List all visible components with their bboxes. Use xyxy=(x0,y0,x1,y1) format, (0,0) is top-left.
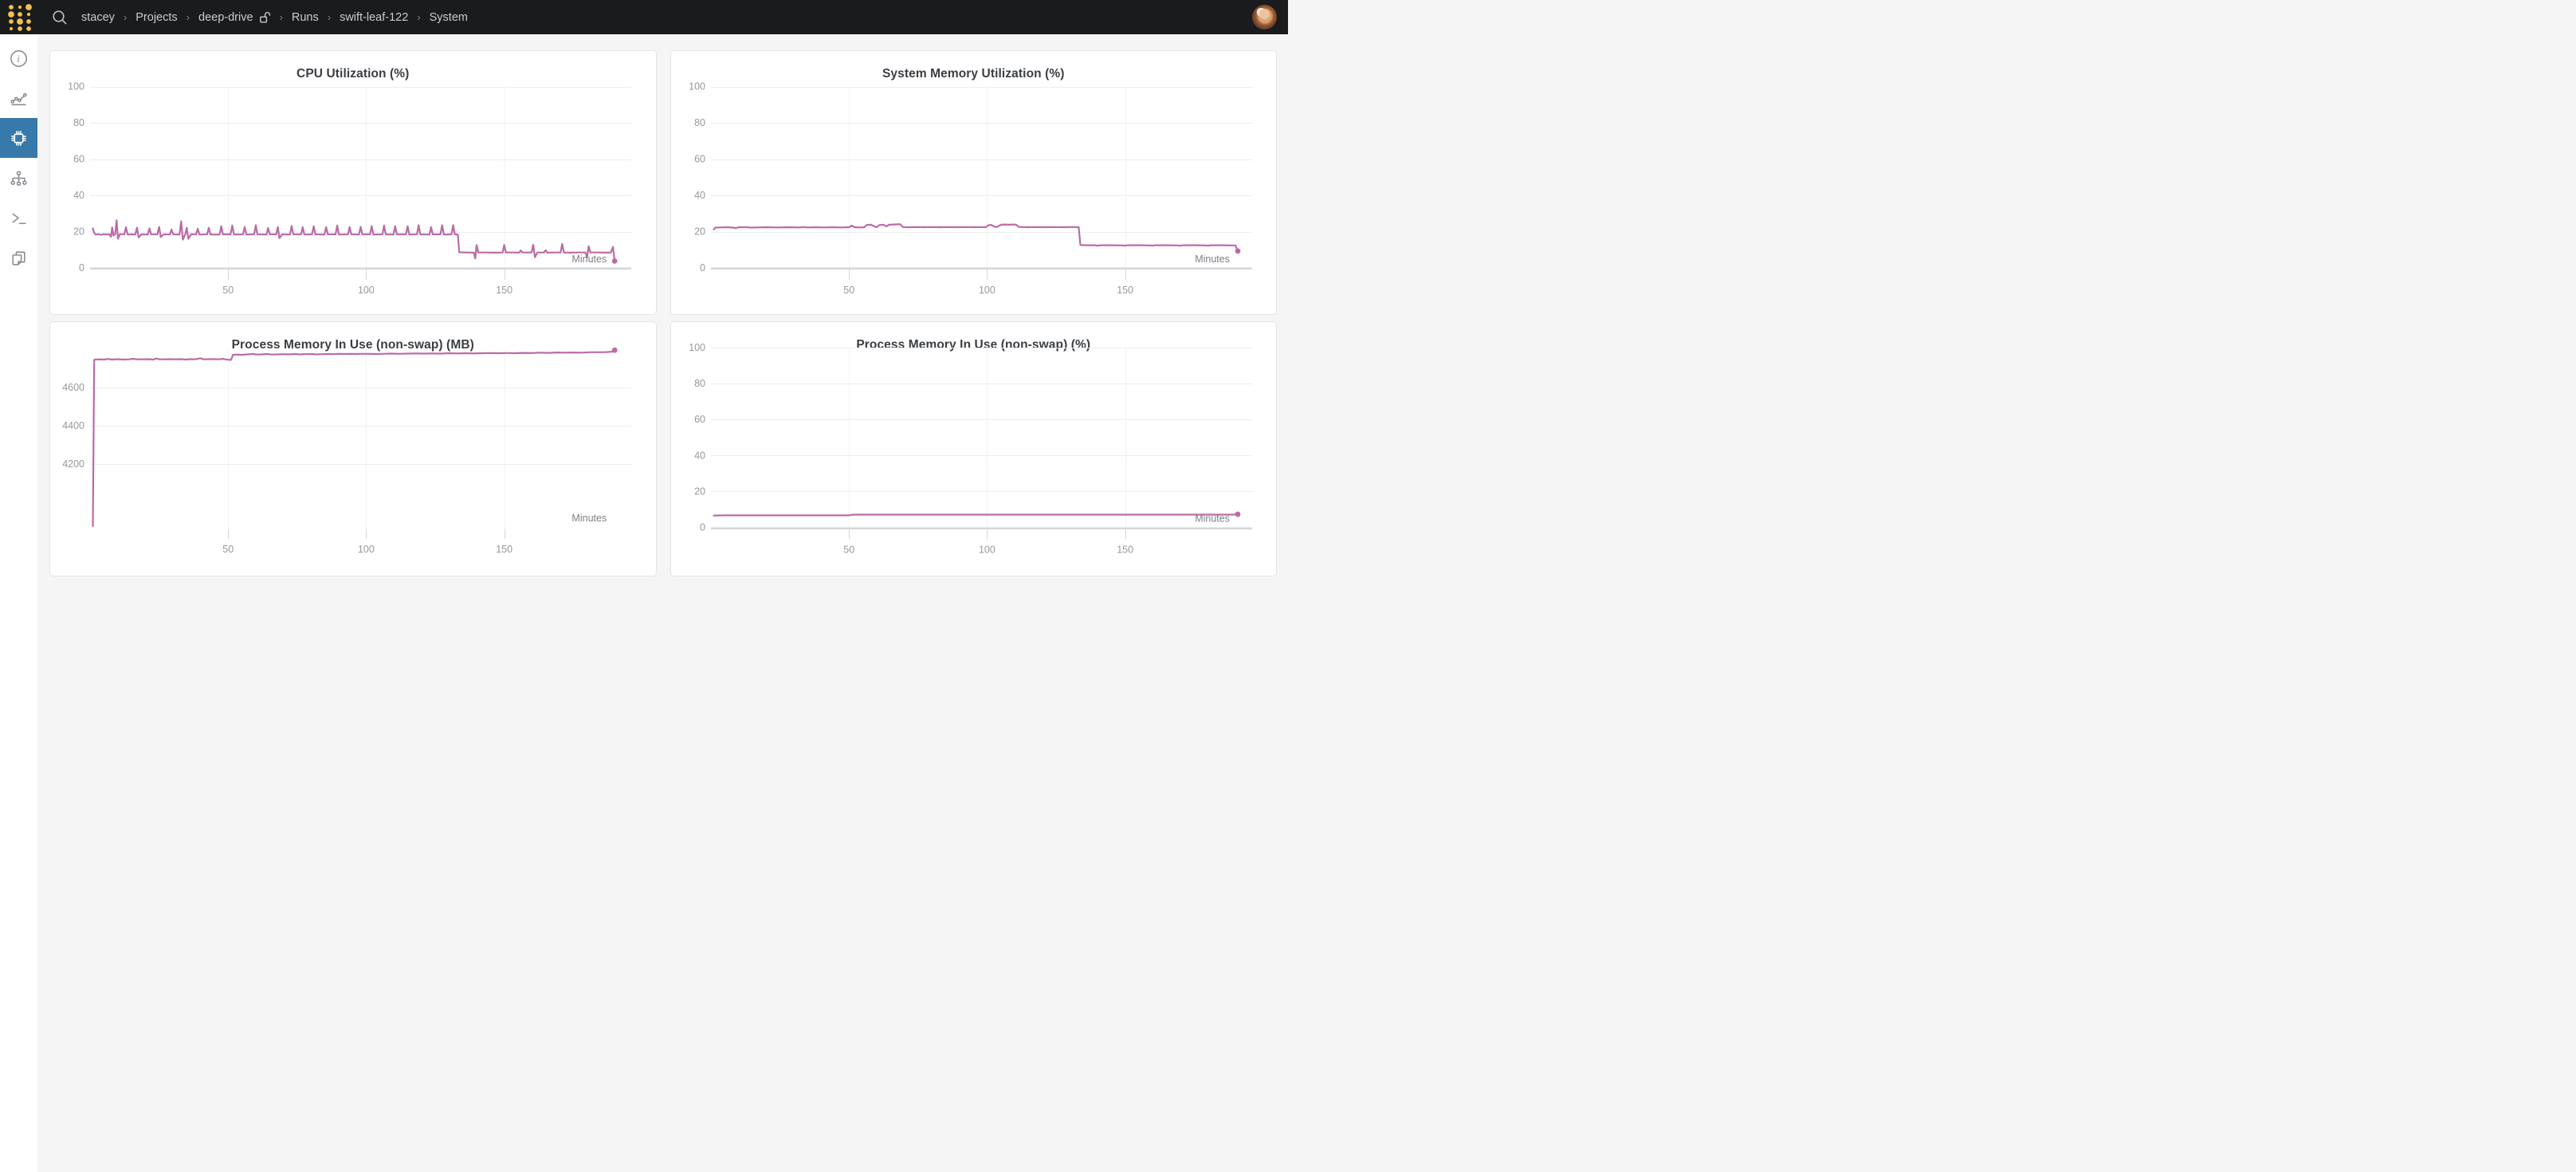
x-axis-label: Minutes xyxy=(571,254,607,265)
chart-title: Process Memory In Use (non-swap) (MB) xyxy=(231,338,474,352)
breadcrumb-item-System[interactable]: System xyxy=(429,10,468,24)
y-tick-label: 100 xyxy=(68,81,84,92)
y-tick-label: 40 xyxy=(694,190,705,201)
y-tick-label: 80 xyxy=(694,117,705,128)
y-tick-label: 40 xyxy=(694,450,705,461)
y-tick-label: 20 xyxy=(694,486,705,497)
y-tick-label: 0 xyxy=(700,262,705,273)
x-axis-label: Minutes xyxy=(1195,513,1230,525)
sidebar-item-charts[interactable] xyxy=(0,78,37,118)
y-tick-label: 0 xyxy=(700,522,705,533)
sidebar-item-overview[interactable]: i xyxy=(0,38,37,78)
x-tick-label: 100 xyxy=(978,285,995,296)
x-tick-label: 50 xyxy=(222,544,234,555)
series-end-dot xyxy=(611,258,618,264)
open-lock-icon xyxy=(259,11,271,24)
x-tick-label: 50 xyxy=(222,285,234,296)
y-tick-label: 60 xyxy=(694,154,705,165)
y-tick-label: 40 xyxy=(73,190,84,201)
y-tick-label: 0 xyxy=(79,262,84,273)
sidebar-item-model[interactable] xyxy=(0,158,37,198)
plot-area[interactable]: 50 100 150 0 20 40 60 80 100 Minutes xyxy=(50,51,656,314)
wandb-logo-icon[interactable] xyxy=(8,3,32,31)
sidebar-item-files[interactable] xyxy=(0,238,37,277)
breadcrumb-separator: › xyxy=(327,11,332,23)
top-nav: stacey › Projects › deep-drive › Runs › swift-le… xyxy=(0,0,1288,34)
y-tick-label: 4200 xyxy=(62,458,84,470)
y-tick-label: 80 xyxy=(73,117,84,128)
model-graph-icon xyxy=(10,170,27,186)
info-icon: i xyxy=(10,49,27,67)
chart-panel-2: Process Memory In Use (non-swap) (MB) 50 1… xyxy=(49,321,657,576)
sidebar: i xyxy=(0,34,37,1172)
terminal-icon xyxy=(12,213,26,224)
x-tick-label: 150 xyxy=(1117,545,1133,556)
breadcrumb-item-Projects[interactable]: Projects xyxy=(135,10,178,24)
user-avatar[interactable] xyxy=(1252,5,1277,29)
y-tick-label: 4600 xyxy=(62,382,84,393)
x-tick-label: 100 xyxy=(358,544,375,555)
x-axis-label: Minutes xyxy=(571,513,607,524)
chart-grid: CPU Utilization (%) 50 100 150 0 20 40 60 80 100 M… xyxy=(37,0,1288,586)
x-tick-label: 100 xyxy=(978,545,995,556)
x-axis-label: Minutes xyxy=(1195,254,1230,265)
breadcrumb-separator: › xyxy=(279,11,283,23)
breadcrumb-item-swift-leaf-122[interactable]: swift-leaf-122 xyxy=(340,10,409,24)
chart-title: System Memory Utilization (%) xyxy=(882,67,1065,81)
search-icon[interactable] xyxy=(49,7,70,28)
x-tick-label: 100 xyxy=(358,285,375,296)
x-tick-label: 150 xyxy=(1117,285,1133,296)
x-tick-label: 50 xyxy=(843,545,854,556)
sidebar-item-system[interactable] xyxy=(0,118,37,158)
series-end-dot xyxy=(611,347,618,353)
breadcrumb-item-Runs[interactable]: Runs xyxy=(291,10,319,24)
y-tick-label: 60 xyxy=(694,414,705,425)
svg-text:i: i xyxy=(17,53,20,65)
sidebar-item-logs[interactable] xyxy=(0,198,37,238)
x-tick-label: 50 xyxy=(843,285,854,296)
x-tick-label: 150 xyxy=(496,285,512,296)
metric-line xyxy=(712,223,1239,252)
breadcrumb-separator: › xyxy=(186,11,190,23)
y-tick-label: 100 xyxy=(689,342,705,353)
y-tick-label: 60 xyxy=(73,154,84,165)
y-tick-label: 80 xyxy=(694,378,705,389)
y-tick-label: 100 xyxy=(689,81,705,92)
plot-area[interactable]: 50 100 150 0 20 40 60 80 100 Minutes xyxy=(671,322,1277,576)
breadcrumb-item-stacey[interactable]: stacey xyxy=(81,10,115,24)
series-end-dot xyxy=(1235,248,1240,254)
chart-panel-1: System Memory Utilization (%) 50 100 150 0 20… xyxy=(670,50,1277,315)
y-tick-label: 20 xyxy=(694,226,705,238)
cpu-chip-icon xyxy=(11,130,26,146)
line-chart-icon xyxy=(10,92,27,105)
x-tick-label: 150 xyxy=(496,544,512,555)
y-tick-label: 4400 xyxy=(62,420,84,431)
plot-area[interactable]: 50 100 150 0 20 40 60 80 100 Minutes xyxy=(671,51,1277,314)
files-icon xyxy=(12,250,26,265)
breadcrumb-item-deep-drive[interactable]: deep-drive xyxy=(198,10,253,24)
breadcrumb-separator: › xyxy=(123,11,128,23)
breadcrumb: stacey › Projects › deep-drive › Runs › swift-le… xyxy=(81,11,468,24)
metric-line xyxy=(92,349,616,528)
breadcrumb-separator: › xyxy=(417,11,421,23)
chart-title: CPU Utilization (%) xyxy=(296,67,410,81)
chart-panel-0: CPU Utilization (%) 50 100 150 0 20 40 60 80 100 M… xyxy=(49,50,657,315)
series-end-dot xyxy=(1235,511,1240,517)
plot-area[interactable]: 50 100 150 4200 4400 4600 Minutes xyxy=(50,322,656,576)
chart-panel-3: Process Memory In Use (non-swap) (%) 50 10… xyxy=(670,321,1277,576)
metric-line xyxy=(92,219,616,262)
y-tick-label: 20 xyxy=(73,226,84,238)
metric-line xyxy=(712,513,1239,517)
